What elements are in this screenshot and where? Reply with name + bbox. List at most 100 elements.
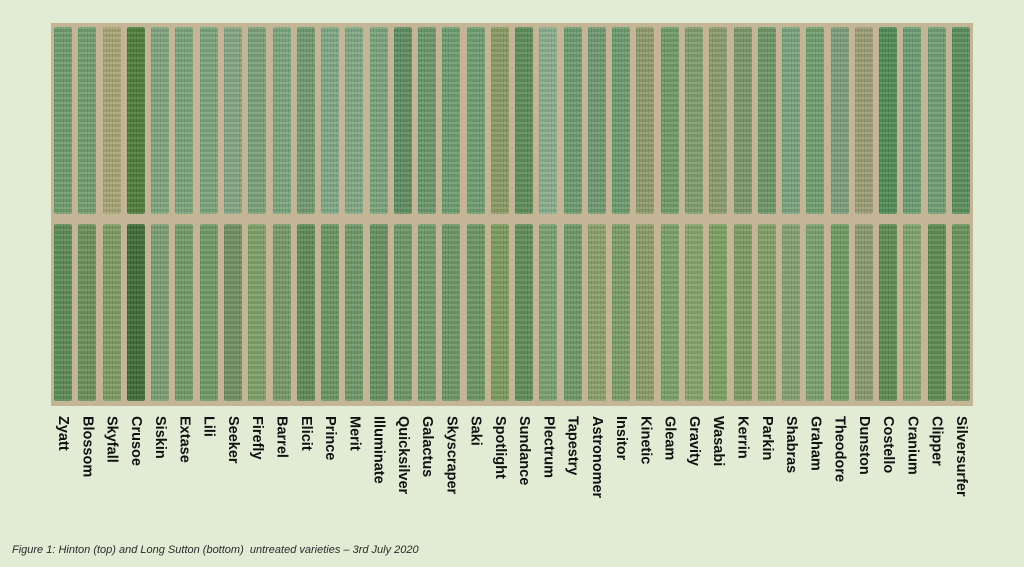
variety-label: Tapestry	[564, 416, 581, 476]
hinton-plot	[175, 27, 194, 214]
hinton-plot	[951, 27, 970, 214]
hinton-plot	[806, 27, 825, 214]
variety-label: Blossom	[79, 416, 96, 478]
hinton-plot	[345, 27, 364, 214]
long-sutton-plot	[539, 224, 558, 401]
long-sutton-plot	[636, 224, 655, 401]
figure-caption: Figure 1: Hinton (top) and Long Sutton (…	[12, 544, 419, 556]
field-trial-aerial-photo	[51, 23, 973, 406]
hinton-plot	[927, 27, 946, 214]
variety-label: Kinetic	[637, 416, 654, 465]
variety-label: Astronomer	[588, 416, 605, 499]
long-sutton-plot	[951, 224, 970, 401]
long-sutton-plot	[78, 224, 97, 401]
hinton-plot	[126, 27, 145, 214]
hinton-plot	[757, 27, 776, 214]
variety-label: Siskin	[152, 416, 169, 459]
hinton-plot	[321, 27, 340, 214]
variety-label: Zyatt	[55, 416, 72, 451]
variety-label: Saki	[467, 416, 484, 446]
hinton-plot	[854, 27, 873, 214]
long-sutton-plot	[782, 224, 801, 401]
hinton-plot	[418, 27, 437, 214]
long-sutton-plot	[223, 224, 242, 401]
variety-label: Silversurfer	[952, 416, 969, 497]
long-sutton-plot	[879, 224, 898, 401]
long-sutton-plot	[709, 224, 728, 401]
hinton-plot	[490, 27, 509, 214]
long-sutton-plot	[175, 224, 194, 401]
variety-label: Galactus	[419, 416, 436, 478]
hinton-plot	[272, 27, 291, 214]
long-sutton-plot	[418, 224, 437, 401]
variety-label: Kerrin	[734, 416, 751, 459]
hinton-plot	[54, 27, 73, 214]
hinton-plot	[684, 27, 703, 214]
hinton-field-plots	[51, 27, 973, 214]
variety-label: Barrel	[273, 416, 290, 458]
variety-label: Illuminate	[370, 416, 387, 484]
hinton-plot	[393, 27, 412, 214]
hinton-plot	[515, 27, 534, 214]
long-sutton-plot	[151, 224, 170, 401]
long-sutton-plot	[466, 224, 485, 401]
variety-label: Theodore	[831, 416, 848, 483]
variety-label: Graham	[807, 416, 824, 471]
hinton-plot	[660, 27, 679, 214]
hinton-plot	[78, 27, 97, 214]
long-sutton-plot	[563, 224, 582, 401]
long-sutton-plot	[102, 224, 121, 401]
long-sutton-plot	[321, 224, 340, 401]
long-sutton-plot	[490, 224, 509, 401]
hinton-plot	[151, 27, 170, 214]
long-sutton-plot	[927, 224, 946, 401]
variety-labels: Zyatt Blossom Skyfall Crusoe Siskin Extase Lil…	[51, 414, 973, 529]
variety-label: Merit	[346, 416, 363, 451]
long-sutton-plot	[587, 224, 606, 401]
variety-label: Firefly	[249, 416, 266, 460]
variety-label: Seeker	[224, 416, 241, 464]
hinton-plot	[199, 27, 218, 214]
variety-label: Lili	[200, 416, 217, 437]
long-sutton-plot	[369, 224, 388, 401]
long-sutton-plot	[806, 224, 825, 401]
variety-label: Gleam	[661, 416, 678, 461]
long-sutton-field-plots	[51, 224, 973, 401]
variety-label: Wasabi	[710, 416, 727, 467]
long-sutton-plot	[442, 224, 461, 401]
variety-label: Prince	[322, 416, 339, 461]
variety-label: Parkin	[758, 416, 775, 461]
long-sutton-plot	[854, 224, 873, 401]
variety-label: Cranium	[904, 416, 921, 475]
hinton-plot	[223, 27, 242, 214]
variety-label: Elicit	[297, 416, 314, 451]
variety-label: Quicksilver	[394, 416, 411, 495]
hinton-plot	[612, 27, 631, 214]
variety-label: Dunston	[855, 416, 872, 475]
hinton-plot	[369, 27, 388, 214]
hinton-plot	[587, 27, 606, 214]
long-sutton-plot	[660, 224, 679, 401]
long-sutton-plot	[684, 224, 703, 401]
long-sutton-plot	[126, 224, 145, 401]
hinton-plot	[636, 27, 655, 214]
long-sutton-plot	[612, 224, 631, 401]
long-sutton-plot	[733, 224, 752, 401]
long-sutton-plot	[903, 224, 922, 401]
hinton-plot	[442, 27, 461, 214]
hinton-plot	[879, 27, 898, 214]
variety-label: Shabras	[783, 416, 800, 474]
long-sutton-plot	[296, 224, 315, 401]
variety-label: Costello	[880, 416, 897, 474]
variety-label: Sundance	[516, 416, 533, 486]
hinton-plot	[466, 27, 485, 214]
hinton-plot	[709, 27, 728, 214]
variety-label: Crusoe	[127, 416, 144, 466]
variety-label: Spotlight	[491, 416, 508, 479]
hinton-plot	[296, 27, 315, 214]
long-sutton-plot	[515, 224, 534, 401]
long-sutton-plot	[757, 224, 776, 401]
long-sutton-plot	[393, 224, 412, 401]
long-sutton-plot	[199, 224, 218, 401]
variety-label: Insitor	[613, 416, 630, 461]
